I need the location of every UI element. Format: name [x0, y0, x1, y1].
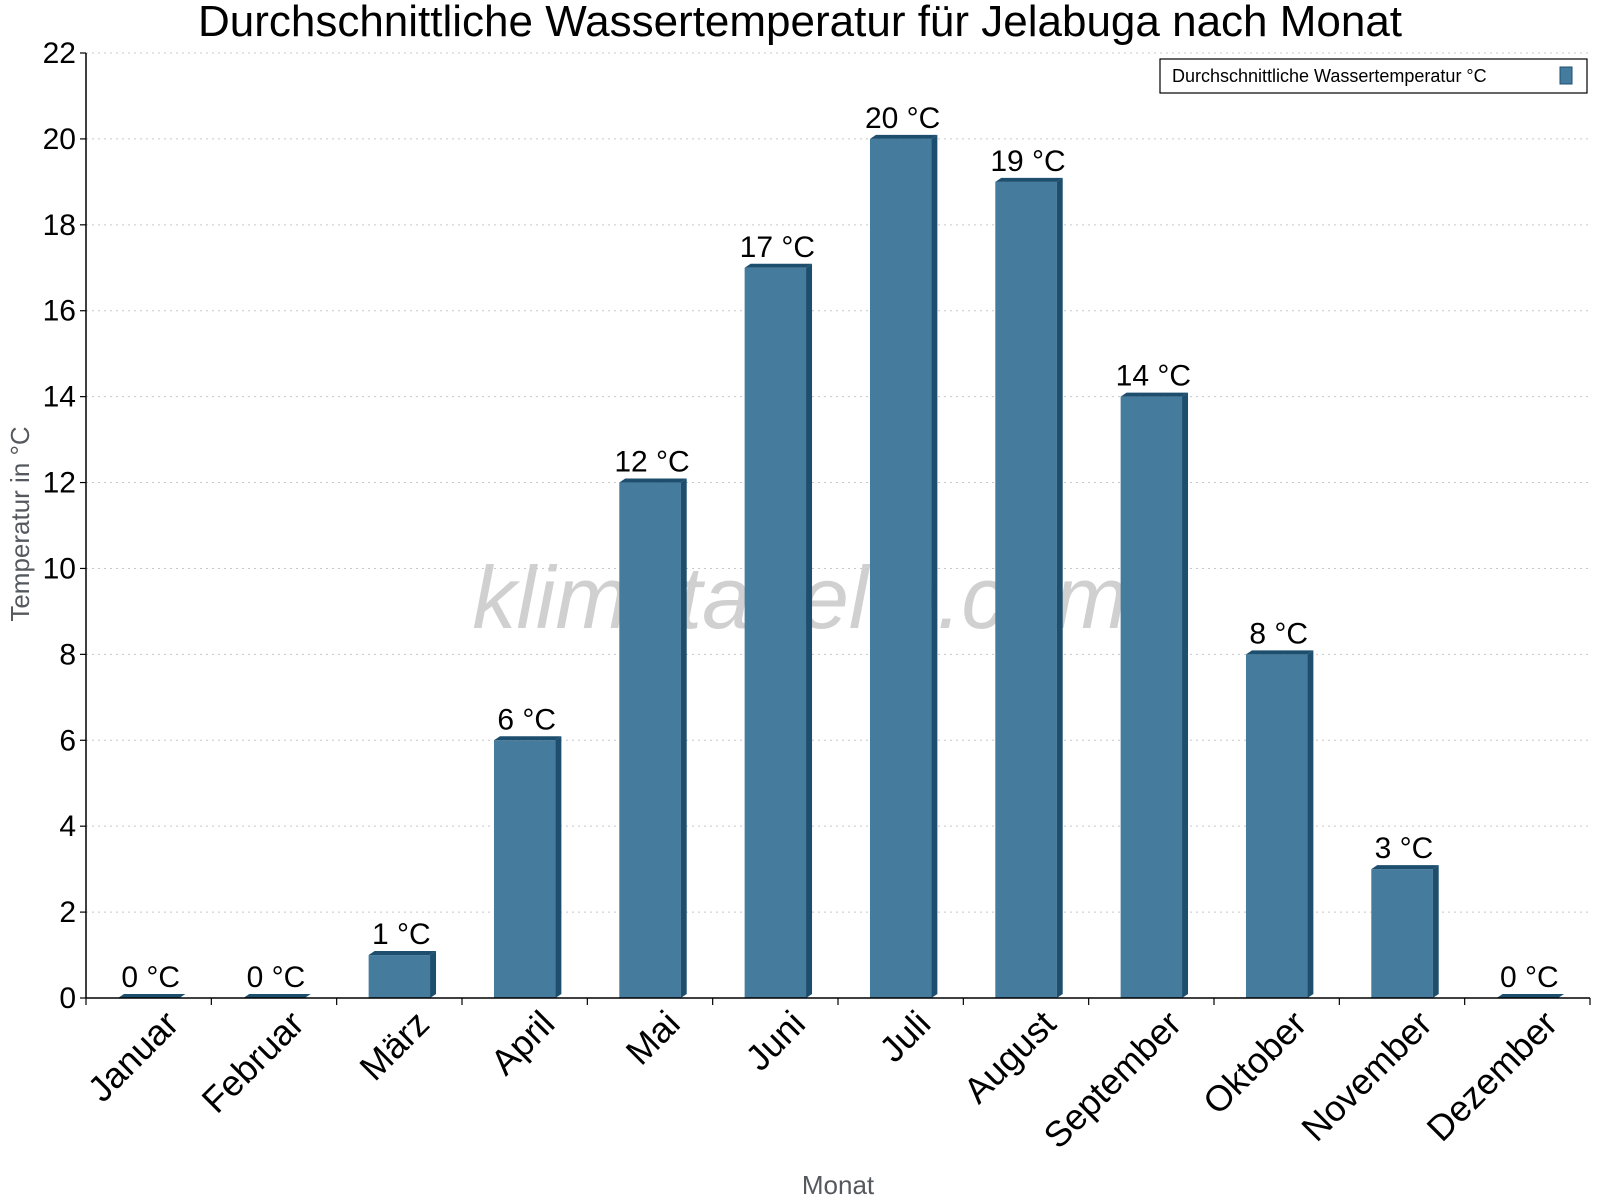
bar-top	[995, 177, 1063, 182]
y-tick-label: 0	[59, 982, 76, 1015]
bar-side	[806, 263, 813, 999]
legend[interactable]: Durchschnittliche Wassertemperatur °C	[1159, 58, 1588, 94]
data-label-august: 19 °C	[990, 145, 1065, 178]
data-label-oktober: 8 °C	[1249, 617, 1308, 650]
grid-lines	[86, 52, 1590, 913]
bar-side	[931, 134, 938, 999]
bar-top	[1371, 865, 1439, 870]
bar-top	[117, 994, 186, 998]
bar-top	[493, 736, 562, 741]
legend-box	[1159, 58, 1588, 94]
x-tick-label: Juli	[871, 1003, 938, 1070]
bar-side	[1432, 865, 1439, 998]
x-tick-label: Juni	[737, 1003, 813, 1079]
bar-side	[555, 736, 562, 998]
bar-side	[680, 478, 687, 999]
bar-side	[1056, 177, 1063, 998]
bar-front	[619, 482, 681, 999]
bar-februar	[243, 994, 311, 998]
data-label-september: 14 °C	[1116, 360, 1191, 393]
y-tick-label: 10	[43, 552, 76, 585]
x-tick-label: März	[351, 1003, 437, 1089]
bar-dezember	[1496, 994, 1565, 998]
data-label-juni: 17 °C	[740, 231, 815, 264]
bar-top	[619, 478, 687, 483]
bar-front	[493, 740, 556, 998]
bar-oktober	[1245, 650, 1314, 998]
bar-front	[1245, 654, 1308, 998]
bar-top	[1120, 392, 1189, 397]
x-tick-label: Dezember	[1419, 1003, 1565, 1149]
x-tick-label: August	[955, 1003, 1063, 1111]
legend-swatch	[1559, 66, 1573, 85]
bar-top	[368, 951, 437, 956]
data-label-juli: 20 °C	[865, 102, 940, 135]
legend-label: Durchschnittliche Wassertemperatur °C	[1172, 66, 1487, 86]
bar-april	[493, 736, 562, 998]
bar-august	[995, 177, 1063, 998]
bar-top	[869, 134, 938, 139]
y-tick-label: 4	[59, 810, 76, 843]
bar-front	[995, 181, 1057, 998]
y-tick-label: 2	[59, 896, 76, 929]
y-tick-label: 14	[43, 381, 76, 414]
y-tick-label: 16	[43, 295, 76, 328]
bar-front	[1120, 396, 1183, 998]
bar-november	[1371, 865, 1439, 998]
bar-juni	[744, 263, 813, 999]
x-tick-label: September	[1035, 1003, 1189, 1157]
x-tick-label: Februar	[194, 1003, 312, 1121]
bar-side	[1182, 392, 1189, 998]
data-label-februar: 0 °C	[247, 961, 306, 994]
y-tick-label: 20	[43, 123, 76, 156]
bar-top	[1496, 994, 1565, 998]
bar-märz	[368, 951, 437, 998]
y-tick-label: 18	[43, 209, 76, 242]
bar-top	[243, 994, 311, 998]
data-label-januar: 0 °C	[121, 961, 180, 994]
x-axis-title: Monat	[802, 1170, 875, 1200]
data-labels: 0 °C 0 °C 1 °C 6 °C 12 °C 17 °C 20 °C 19 °C 14 °…	[121, 102, 1558, 994]
data-label-dezember: 0 °C	[1500, 961, 1559, 994]
data-label-märz: 1 °C	[372, 918, 431, 951]
bar-front	[744, 267, 807, 999]
y-tick-label: 22	[43, 37, 76, 70]
bar-september	[1120, 392, 1189, 998]
bar-juli	[869, 134, 938, 999]
bar-mai	[619, 478, 687, 999]
x-tick-label: Oktober	[1195, 1003, 1315, 1123]
y-axis-title: Temperatur in °C	[5, 426, 35, 621]
x-tick-label: November	[1293, 1003, 1439, 1149]
bars	[117, 134, 1565, 999]
bar-top	[744, 263, 813, 268]
bar-side	[1307, 650, 1314, 998]
x-tick-label: Januar	[79, 1003, 186, 1110]
bar-front	[869, 138, 932, 999]
bar-top	[1245, 650, 1314, 655]
bar-side	[430, 951, 437, 998]
y-tick-label: 8	[59, 638, 76, 671]
y-tick-label: 12	[43, 467, 76, 500]
y-tick-label: 6	[59, 724, 76, 757]
bar-januar	[117, 994, 186, 998]
data-label-mai: 12 °C	[614, 446, 689, 479]
chart-title: Durchschnittliche Wassertemperatur für J…	[198, 0, 1402, 46]
data-label-april: 6 °C	[497, 703, 556, 736]
data-label-november: 3 °C	[1375, 832, 1434, 865]
bar-front	[1371, 869, 1433, 998]
bar-front	[368, 955, 431, 998]
x-tick-label: April	[482, 1003, 562, 1083]
x-tick-label: Mai	[618, 1003, 688, 1073]
